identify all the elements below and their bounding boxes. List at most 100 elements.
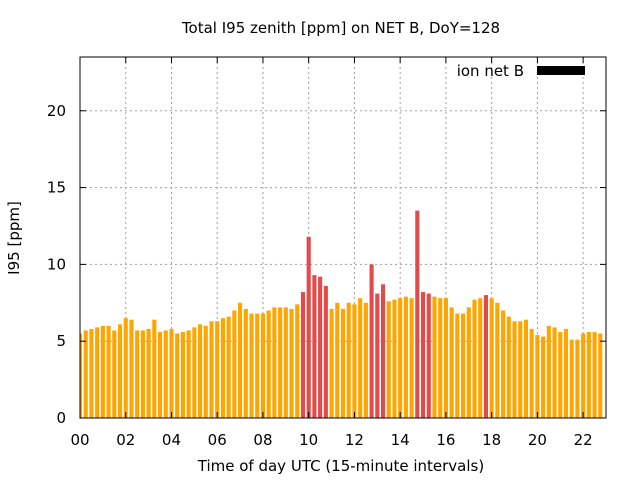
x-tick-label: 20 xyxy=(528,431,547,449)
bar xyxy=(169,328,174,418)
bar xyxy=(192,327,197,418)
bar xyxy=(518,321,523,418)
bar xyxy=(180,331,185,418)
bar xyxy=(506,316,511,418)
axis-ticks xyxy=(79,57,606,419)
x-tick-label: 16 xyxy=(436,431,455,449)
bar xyxy=(203,325,208,418)
bar xyxy=(523,319,529,418)
bar xyxy=(300,292,306,418)
bar xyxy=(226,316,231,418)
bar xyxy=(586,331,591,418)
bar xyxy=(455,313,460,418)
x-tick-label: 06 xyxy=(208,431,227,449)
bar xyxy=(483,295,488,418)
x-tick-label: 08 xyxy=(253,431,272,449)
y-tick-labels: 0 5 10 15 20 xyxy=(47,102,66,427)
bar xyxy=(95,327,100,418)
bar xyxy=(403,296,408,418)
bar xyxy=(581,333,586,418)
bar xyxy=(563,328,569,418)
x-tick-label: 02 xyxy=(116,431,135,449)
bar xyxy=(318,276,323,418)
bar xyxy=(112,330,117,418)
y-tick-label: 20 xyxy=(47,102,66,120)
bar xyxy=(415,210,420,418)
bar xyxy=(329,308,334,418)
bar xyxy=(323,285,328,418)
bars xyxy=(80,210,603,418)
bar xyxy=(312,275,317,418)
bar xyxy=(409,298,414,418)
bar xyxy=(546,325,551,418)
x-tick-label: 18 xyxy=(482,431,501,449)
bar xyxy=(157,331,163,418)
bar xyxy=(89,328,94,418)
bar xyxy=(461,313,466,418)
x-tick-label: 04 xyxy=(162,431,181,449)
plot-frame xyxy=(79,56,607,419)
bar xyxy=(398,298,403,418)
bar xyxy=(289,308,294,418)
bar xyxy=(489,298,494,418)
x-tick-labels: 00 02 04 06 08 10 12 14 16 18 20 22 xyxy=(70,431,592,449)
bar xyxy=(140,330,145,418)
x-axis-label: Time of day UTC (15-minute intervals) xyxy=(197,457,484,475)
bar xyxy=(426,293,431,418)
bar xyxy=(352,304,357,418)
x-tick-label: 22 xyxy=(574,431,593,449)
bar xyxy=(243,308,248,418)
bar xyxy=(295,304,300,418)
bar xyxy=(363,302,368,418)
bar xyxy=(443,298,448,418)
bar xyxy=(472,299,477,418)
bar xyxy=(449,307,454,418)
bar xyxy=(386,301,391,418)
bar xyxy=(146,328,151,418)
legend-label: ion net B xyxy=(457,62,524,80)
bar xyxy=(117,324,123,418)
bar xyxy=(392,299,397,418)
bar xyxy=(198,324,203,418)
bar xyxy=(283,307,288,418)
bar xyxy=(152,319,157,418)
y-tick-label: 5 xyxy=(56,332,66,350)
x-tick-label: 14 xyxy=(391,431,410,449)
bar xyxy=(260,313,266,418)
bar xyxy=(175,333,180,418)
bar xyxy=(306,236,311,418)
bar xyxy=(266,310,271,418)
bar xyxy=(220,318,225,418)
bar xyxy=(466,307,471,418)
legend-swatch xyxy=(537,66,585,75)
bar xyxy=(346,302,351,418)
bar xyxy=(106,325,111,418)
bar xyxy=(541,336,546,418)
bar xyxy=(495,302,500,418)
bar xyxy=(535,335,540,418)
y-axis-label: I95 [ppm] xyxy=(5,201,23,275)
y-tick-label: 15 xyxy=(47,179,66,197)
bar xyxy=(215,321,220,418)
bar xyxy=(163,330,168,418)
bar xyxy=(375,293,380,418)
bar xyxy=(278,307,283,418)
bar xyxy=(129,319,134,418)
bar xyxy=(369,264,374,418)
bar xyxy=(238,302,243,418)
bar xyxy=(335,302,340,418)
bar xyxy=(249,313,254,418)
y-tick-label: 0 xyxy=(56,409,66,427)
bar xyxy=(558,331,563,418)
bar xyxy=(123,318,128,418)
legend: ion net B xyxy=(457,62,585,80)
bar xyxy=(438,298,443,418)
chart-title: Total I95 zenith [ppm] on NET B, DoY=128 xyxy=(181,19,500,37)
bar xyxy=(569,339,574,418)
bar xyxy=(232,310,237,418)
bar xyxy=(432,296,437,418)
bar xyxy=(340,308,346,418)
bar xyxy=(135,330,140,418)
